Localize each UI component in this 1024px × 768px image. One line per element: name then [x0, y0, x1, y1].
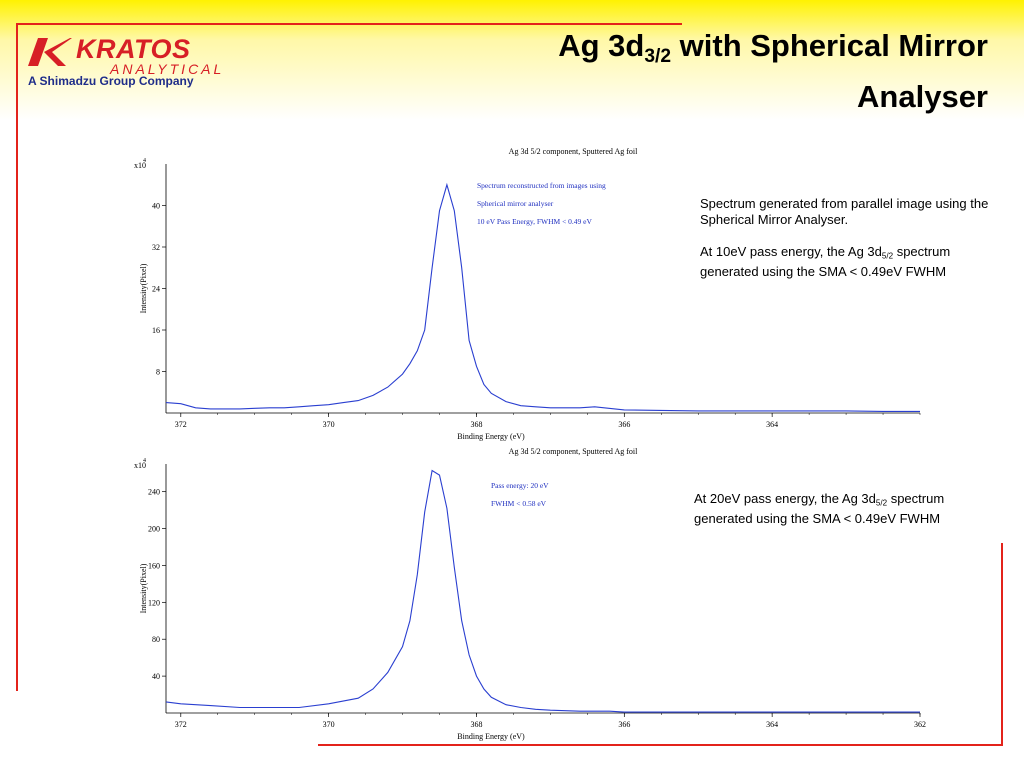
y-tick-label: 240: [148, 488, 160, 497]
note-bottom: At 20eV pass energy, the Ag 3d5/2 spectr…: [694, 491, 984, 527]
x-tick-label: 366: [618, 720, 630, 729]
x-tick-label: 368: [470, 720, 482, 729]
y-multiplier-exponent: 4: [143, 458, 146, 464]
chart-annotation: FWHM < 0.58 eV: [491, 499, 547, 508]
logo-tagline: A Shimadzu Group Company: [28, 74, 194, 88]
slide-title: Ag 3d3/2 with Spherical Mirror Analyser: [388, 26, 988, 117]
title-suffix: with Spherical Mirror: [671, 28, 988, 63]
x-tick-label: 368: [470, 420, 482, 429]
spectrum-chart-20ev: Ag 3d 5/2 component, Sputtered Ag foil x1…: [130, 440, 930, 745]
frame-line-right: [1001, 543, 1003, 746]
y-axis-label: Intensity(Pixel): [139, 563, 148, 613]
note-top-sub: 5/2: [881, 251, 894, 261]
slide-title-line1: Ag 3d3/2 with Spherical Mirror: [388, 26, 988, 77]
note-top-line1: Spectrum generated from parallel image u…: [700, 196, 989, 227]
chart-svg: Ag 3d 5/2 component, Sputtered Ag foil x1…: [134, 447, 926, 741]
x-tick-label: 366: [618, 420, 630, 429]
y-multiplier-label: x10: [134, 461, 146, 470]
slide-title-line2: Analyser: [857, 78, 988, 114]
x-axis-label: Binding Energy (eV): [457, 732, 525, 741]
note-bottom-sub: 5/2: [875, 498, 888, 508]
y-tick-label: 40: [152, 672, 160, 681]
y-tick-label: 16: [152, 326, 160, 335]
frame-line-bottom: [318, 744, 1003, 746]
chart-svg: Ag 3d 5/2 component, Sputtered Ag foil x1…: [134, 147, 921, 441]
kratos-k-logo-icon: [28, 38, 72, 66]
chart-annotation: Spectrum reconstructed from images using: [477, 181, 606, 190]
x-tick-label: 372: [175, 720, 187, 729]
frame-line-left: [16, 23, 18, 691]
chart-title: Ag 3d 5/2 component, Sputtered Ag foil: [509, 147, 638, 156]
y-multiplier-label: x10: [134, 161, 146, 170]
y-tick-label: 120: [148, 598, 160, 607]
chart-title: Ag 3d 5/2 component, Sputtered Ag foil: [509, 447, 638, 456]
y-multiplier-exponent: 4: [143, 158, 146, 164]
spectrum-line: [165, 469, 920, 713]
company-logo: KRATOS ANALYTICAL A Shimadzu Group Compa…: [28, 34, 238, 94]
x-tick-label: 372: [175, 420, 187, 429]
frame-line-top: [18, 23, 682, 25]
x-tick-label: 364: [766, 720, 778, 729]
y-tick-label: 80: [152, 635, 160, 644]
y-axis-label: Intensity(Pixel): [139, 263, 148, 313]
x-axis-label: Binding Energy (eV): [457, 432, 525, 441]
y-tick-label: 40: [152, 202, 160, 211]
chart-annotation: 10 eV Pass Energy, FWHM < 0.49 eV: [477, 217, 593, 226]
note-top-suffix: spectrum generated using the SMA < 0.49e…: [700, 244, 951, 280]
logo-subtitle: ANALYTICAL: [110, 61, 225, 77]
x-tick-label: 370: [323, 420, 335, 429]
spectrum-chart-10ev: Ag 3d 5/2 component, Sputtered Ag foil x1…: [130, 140, 930, 445]
chart-annotation: Pass energy: 20 eV: [491, 481, 549, 490]
y-tick-label: 32: [152, 243, 160, 252]
note-top-line2: At 10eV pass energy, the Ag 3d5/2 spectr…: [700, 244, 990, 280]
x-tick-label: 370: [323, 720, 335, 729]
note-top-prefix: At 10eV pass energy, the Ag 3d: [700, 244, 882, 259]
title-subscript: 3/2: [644, 45, 672, 67]
logo-wordmark: KRATOS: [76, 34, 191, 64]
note-bottom-prefix: At 20eV pass energy, the Ag 3d: [694, 491, 876, 506]
note-bottom-suffix: spectrum generated using the SMA < 0.49e…: [694, 491, 945, 527]
x-tick-label: 362: [914, 720, 926, 729]
spectrum-line: [165, 182, 920, 412]
x-tick-label: 364: [766, 420, 778, 429]
y-tick-label: 8: [156, 368, 160, 377]
note-top: Spectrum generated from parallel image u…: [700, 196, 990, 280]
title-prefix: Ag 3d: [558, 28, 645, 63]
y-tick-label: 200: [148, 525, 160, 534]
y-tick-label: 160: [148, 561, 160, 570]
y-tick-label: 24: [152, 285, 160, 294]
chart-annotation: Spherical mirror analyser: [477, 199, 554, 208]
